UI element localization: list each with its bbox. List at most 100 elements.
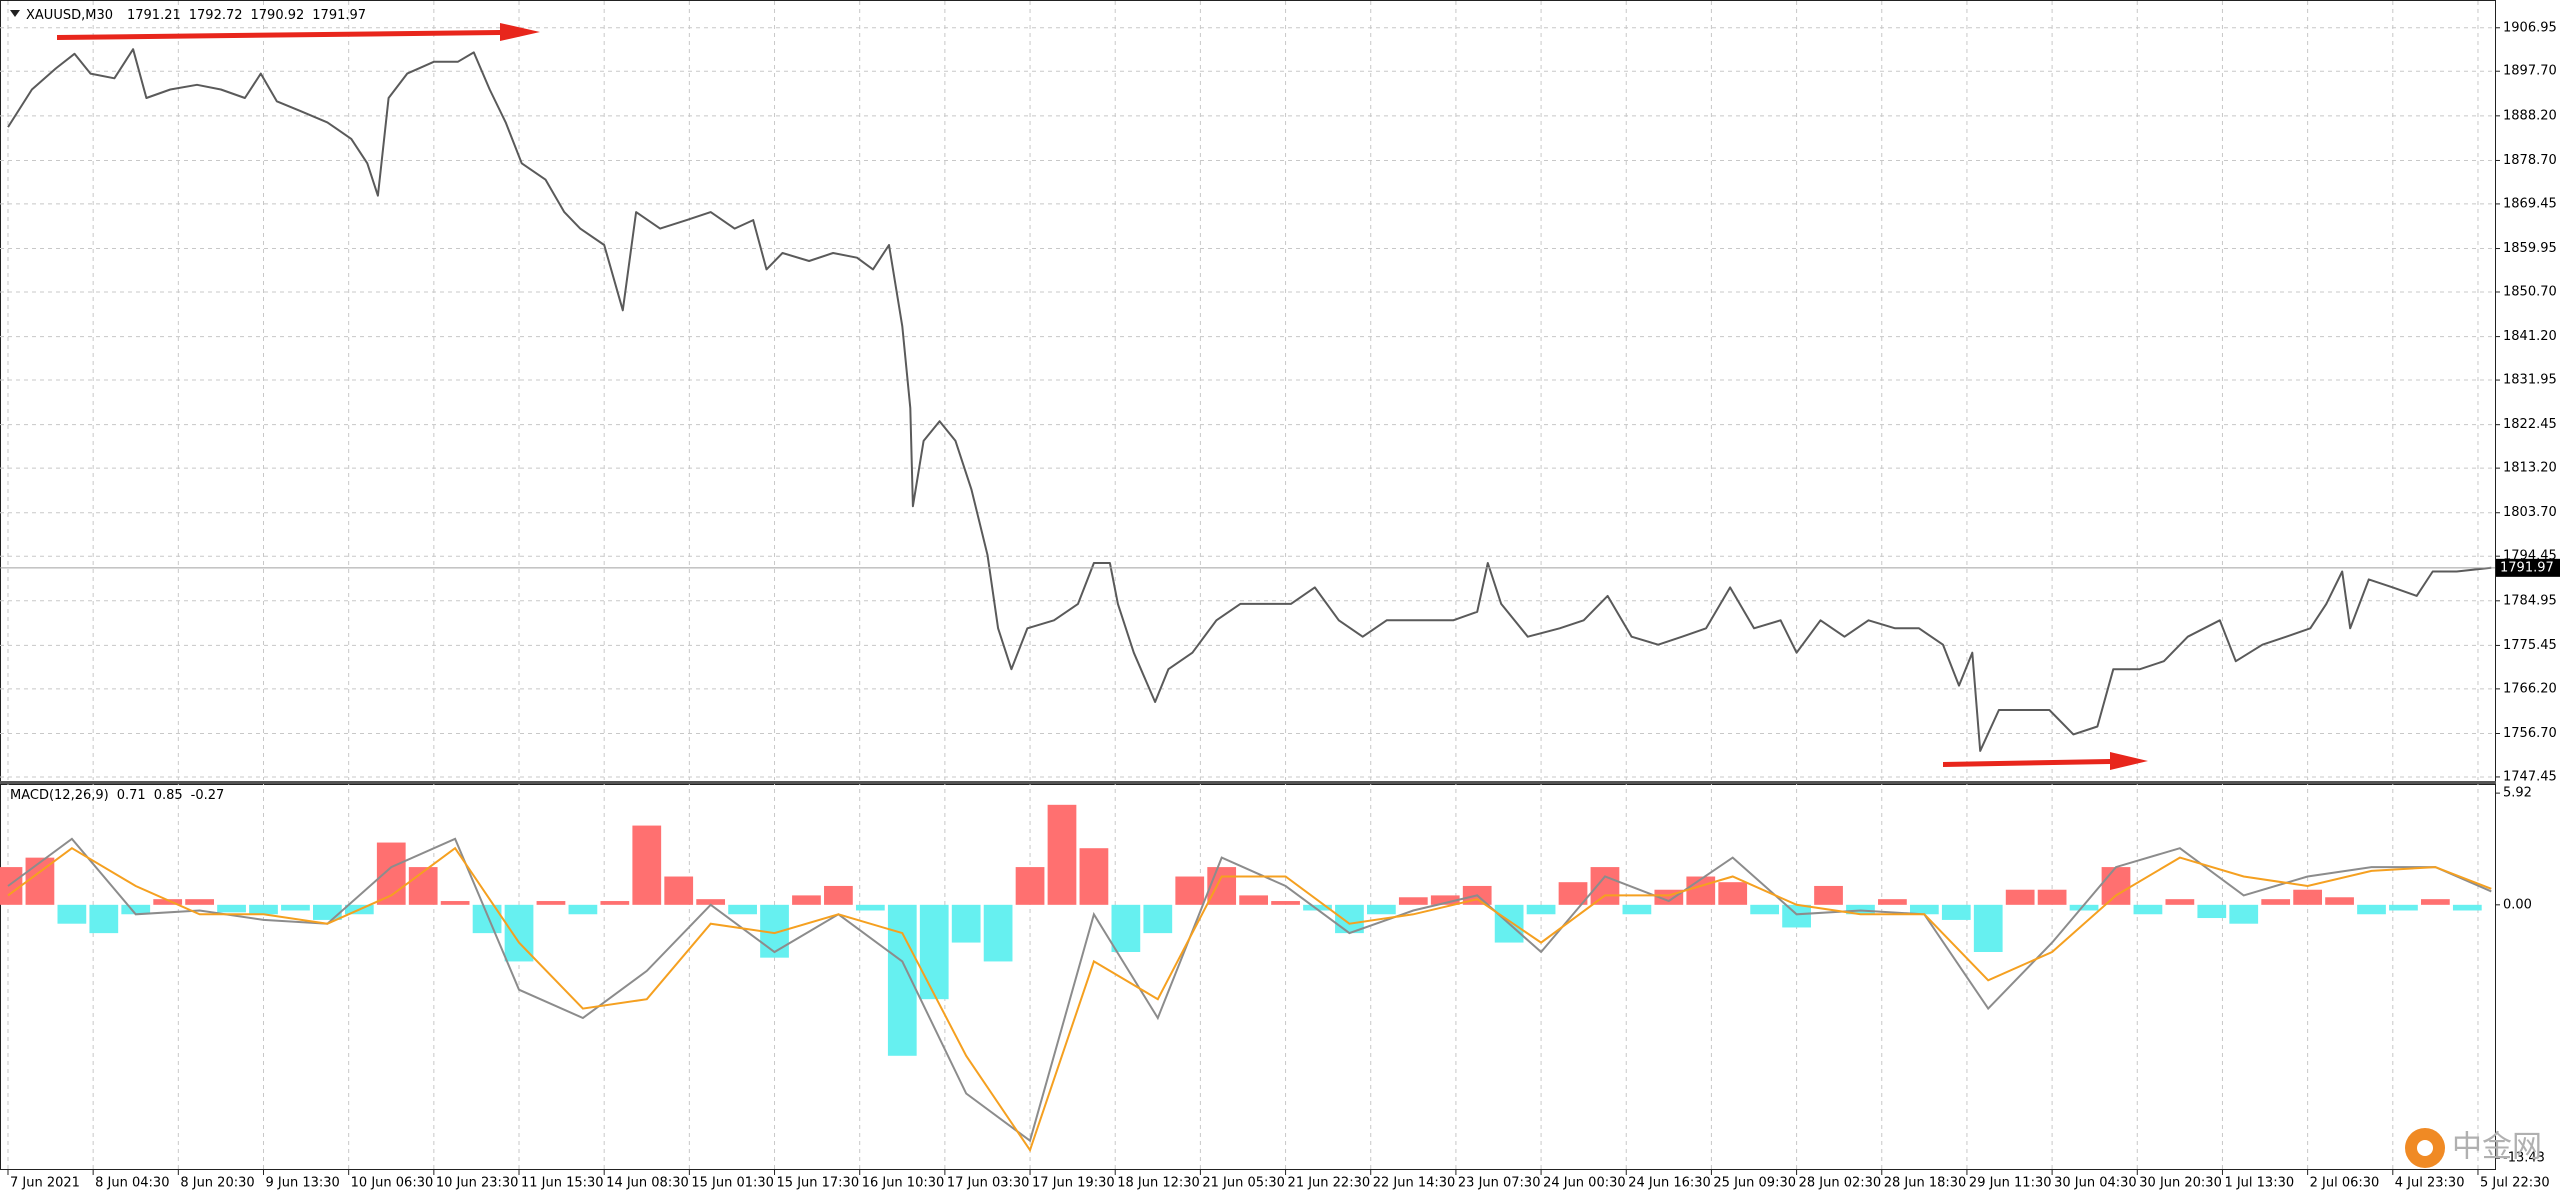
histogram-bar	[1430, 895, 1460, 905]
histogram-bar	[2101, 867, 2131, 905]
histogram-bar	[1814, 885, 1843, 905]
hist-value: -0.27	[191, 788, 225, 803]
y-tick-label: 1822.45	[2503, 417, 2557, 432]
y-tick-label: 1869.45	[2503, 196, 2557, 211]
histogram-bar	[792, 895, 821, 905]
histogram-bar	[1590, 867, 1620, 905]
y-tick-label: 1878.70	[2503, 153, 2557, 168]
y-tick-label: -13.43	[2503, 1151, 2545, 1166]
histogram-bar	[600, 901, 630, 905]
x-tick-label: 9 Jun 13:30	[266, 1176, 340, 1191]
y-tick-label: 1888.20	[2503, 108, 2557, 123]
close: 1791.97	[312, 8, 366, 23]
histogram-bar	[1878, 899, 1907, 905]
histogram-bar	[1303, 904, 1332, 911]
histogram-bar	[1686, 876, 1716, 905]
x-tick-label: 30 Jun 20:30	[2139, 1176, 2222, 1191]
histogram-bar	[1143, 904, 1173, 934]
y-tick-label: 1756.70	[2503, 726, 2557, 741]
x-tick-label: 28 Jun 18:30	[1884, 1176, 1967, 1191]
histogram-bar	[2452, 904, 2482, 911]
histogram-bar	[2197, 904, 2227, 919]
x-tick-label: 4 Jul 23:30	[2395, 1176, 2465, 1191]
open: 1791.21	[127, 8, 181, 23]
histogram-bar	[0, 867, 23, 905]
histogram-bar	[1207, 867, 1237, 905]
y-tick-label: 1784.95	[2503, 593, 2557, 608]
histogram-bar	[1271, 901, 1300, 905]
y-tick-label: 1766.20	[2503, 681, 2557, 696]
histogram-bar	[2389, 904, 2418, 911]
histogram-bar	[983, 904, 1013, 962]
histogram-bar	[2165, 899, 2195, 905]
y-tick-label: 1859.95	[2503, 241, 2557, 256]
x-tick-label: 14 Jun 08:30	[606, 1176, 689, 1191]
histogram-bar	[2357, 904, 2386, 915]
histogram-bar	[217, 904, 246, 913]
histogram-bar	[1973, 904, 2003, 952]
histogram-bar	[153, 899, 183, 905]
y-tick-label: 5.92	[2503, 786, 2532, 801]
last-price-box	[2496, 558, 2560, 577]
histogram-bar	[89, 904, 119, 934]
y-tick-label: 1897.70	[2503, 64, 2557, 79]
x-tick-label: 22 Jun 14:30	[1373, 1176, 1456, 1191]
histogram-bar	[1558, 882, 1588, 905]
histogram-bar	[568, 904, 598, 915]
histogram-bar	[1782, 904, 1811, 928]
histogram-bar	[440, 901, 470, 905]
y-tick-label: 0.00	[2503, 897, 2532, 912]
x-tick-label: 17 Jun 03:30	[947, 1176, 1030, 1191]
arrow-annotation	[1943, 752, 2148, 770]
x-tick-label: 30 Jun 04:30	[2054, 1176, 2137, 1191]
histogram-bar	[2229, 904, 2259, 924]
x-tick-label: 11 Jun 15:30	[521, 1176, 604, 1191]
x-tick-label: 7 Jun 2021	[10, 1176, 80, 1191]
y-tick-label: 1775.45	[2503, 638, 2557, 653]
histogram-bar	[1526, 904, 1556, 915]
y-tick-label: 1747.45	[2503, 769, 2557, 784]
x-tick-label: 10 Jun 06:30	[351, 1176, 434, 1191]
histogram-bar	[855, 904, 885, 911]
histogram-bar	[824, 885, 853, 905]
histogram-bar	[919, 904, 949, 1000]
indicator-line	[7, 837, 2492, 1143]
signal-value: 0.85	[154, 788, 183, 803]
histogram-bar	[1047, 804, 1077, 905]
price-frame	[0, 0, 2496, 782]
histogram-bar	[632, 825, 662, 905]
x-tick-label: 17 Jun 19:30	[1032, 1176, 1115, 1191]
histogram-bar	[2037, 889, 2067, 905]
histogram-bar	[1015, 867, 1045, 905]
x-tick-label: 25 Jun 09:30	[1713, 1176, 1796, 1191]
arrow-annotation	[57, 23, 540, 41]
watermark-logo	[2417, 1140, 2433, 1156]
symbol: XAUUSD,M30	[26, 8, 113, 23]
x-tick-label: 1 Jul 13:30	[2224, 1176, 2294, 1191]
x-tick-label: 8 Jun 04:30	[95, 1176, 169, 1191]
histogram-bar	[121, 904, 151, 915]
histogram-bar	[2325, 897, 2354, 905]
histogram-bar	[2005, 889, 2035, 905]
x-tick-label: 18 Jun 12:30	[1117, 1176, 1200, 1191]
watermark: 中金网	[2452, 1130, 2542, 1165]
y-tick-label: 1803.70	[2503, 505, 2557, 520]
x-tick-label: 24 Jun 00:30	[1543, 1176, 1626, 1191]
histogram-bar	[664, 876, 694, 905]
histogram-bar	[1398, 897, 1428, 905]
header: XAUUSD,M30 1791.21 1792.72 1790.92 1791.97	[26, 8, 366, 23]
histogram-bar	[408, 867, 438, 905]
y-tick-label: 1850.70	[2503, 284, 2557, 299]
histogram-bar	[2261, 899, 2291, 905]
histogram-bar	[1941, 904, 1971, 920]
x-tick-label: 15 Jun 17:30	[777, 1176, 860, 1191]
histogram-bar	[1750, 904, 1780, 915]
x-tick-label: 2 Jul 06:30	[2310, 1176, 2380, 1191]
histogram-bar	[57, 904, 87, 924]
y-tick-label: 1813.20	[2503, 461, 2557, 476]
y-tick-label: 1831.95	[2503, 373, 2557, 388]
histogram-bar	[1175, 876, 1205, 905]
histogram-bar	[2293, 889, 2322, 905]
